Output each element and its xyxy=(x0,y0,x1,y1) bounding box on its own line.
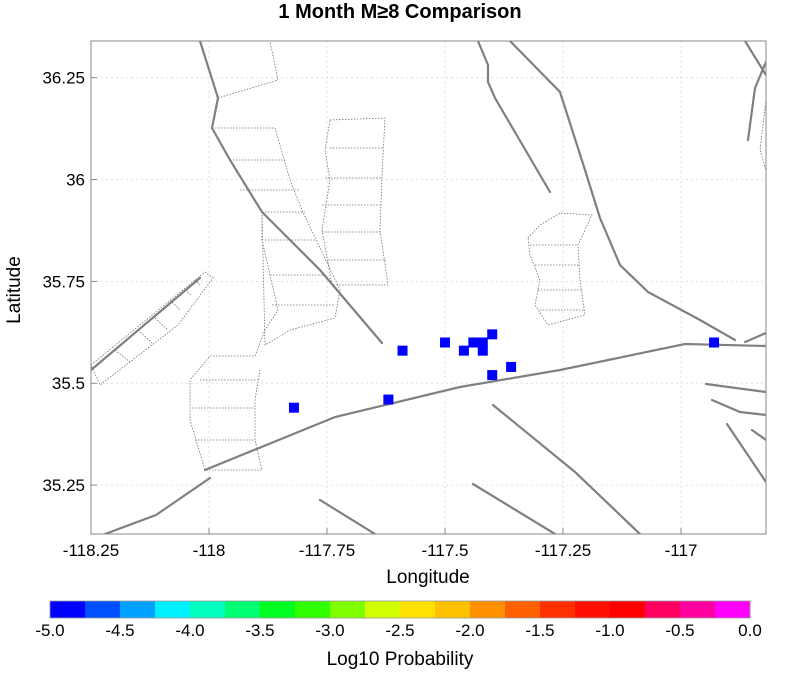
probability-marker xyxy=(440,337,451,348)
fault-line xyxy=(743,331,766,344)
fault-zone-outline xyxy=(192,379,258,441)
colorbar-segment xyxy=(260,601,296,618)
fault-line xyxy=(476,41,552,194)
probability-marker xyxy=(383,394,394,405)
fault-zone-outline xyxy=(91,271,214,386)
colorbar-tick-label: -4.0 xyxy=(175,621,204,640)
probability-marker xyxy=(487,329,498,340)
colorbar-tick-labels: -5.0 -4.5 -4.0 -3.5 -3.0 -2.5 -2.0 -1.5 -1.0 -0.5… xyxy=(35,621,761,640)
colorbar-tick-label: -3.5 xyxy=(245,621,274,640)
colorbar-label: Log10 Probability xyxy=(327,649,474,670)
colorbar-frame xyxy=(49,600,751,619)
probability-marker xyxy=(458,345,469,356)
x-tick-label: -118.25 xyxy=(63,541,119,560)
y-tick-label: 35.5 xyxy=(52,374,85,393)
colorbar-segment xyxy=(155,601,191,618)
fault-line xyxy=(198,41,384,345)
fault-line xyxy=(491,403,642,534)
fault-zone-outline xyxy=(230,159,335,306)
probability-marker xyxy=(477,337,488,348)
fault-zone-outline xyxy=(189,212,279,471)
fault-zone-outline xyxy=(200,41,279,99)
fault-line xyxy=(318,498,377,534)
colorbar-segment xyxy=(610,601,646,618)
probability-marker xyxy=(288,402,299,413)
probability-marker xyxy=(506,361,517,372)
fault-line xyxy=(203,342,766,472)
x-axis-label: Longitude xyxy=(386,567,469,588)
colorbar-segment xyxy=(575,601,611,618)
y-tick-label: 36.25 xyxy=(42,69,85,88)
colorbar-segment xyxy=(50,601,86,618)
colorbar-segment xyxy=(400,601,436,618)
colorbar-tick-label: -1.0 xyxy=(595,621,624,640)
colorbar-segment xyxy=(190,601,226,618)
fault-zone-outline xyxy=(322,147,386,261)
fault-line xyxy=(471,482,557,534)
colorbar-tick-label: -5.0 xyxy=(35,621,64,640)
fault-zone-outline xyxy=(759,99,766,171)
colorbar-segment xyxy=(715,601,751,618)
fault-layer xyxy=(91,41,766,534)
probability-markers xyxy=(288,329,720,413)
colorbar-segment xyxy=(680,601,716,618)
probability-marker xyxy=(709,337,720,348)
colorbar-tick-label: -0.5 xyxy=(665,621,694,640)
colorbar xyxy=(49,600,751,619)
x-tick-label: -117.5 xyxy=(422,541,469,560)
colorbar-segment xyxy=(540,601,576,618)
fault-zone-outline xyxy=(527,212,593,326)
fault-zone-outline xyxy=(212,127,341,346)
fault-line xyxy=(746,60,766,142)
colorbar-segment xyxy=(470,601,506,618)
fault-zone-outline xyxy=(530,244,585,311)
colorbar-segment xyxy=(295,601,331,618)
probability-marker xyxy=(477,345,488,356)
colorbar-segment xyxy=(225,601,261,618)
map-title: 1 Month M≥8 Comparison xyxy=(278,1,522,23)
y-axis-label: Latitude xyxy=(4,256,25,324)
y-tick-label: 35.75 xyxy=(42,272,85,291)
colorbar-segment xyxy=(365,601,401,618)
fault-line xyxy=(704,382,766,394)
colorbar-tick-label: -3.0 xyxy=(315,621,344,640)
grid-lines xyxy=(90,41,766,534)
colorbar-tick-label: -2.0 xyxy=(455,621,484,640)
y-tick-label: 35.25 xyxy=(42,476,85,495)
colorbar-tick-label: -1.5 xyxy=(525,621,554,640)
fault-line xyxy=(710,398,766,417)
colorbar-tick-label: -4.5 xyxy=(105,621,134,640)
x-tick-label: -117.25 xyxy=(535,541,591,560)
colorbar-segment xyxy=(505,601,541,618)
fault-zone-outline xyxy=(321,117,389,286)
probability-marker xyxy=(487,370,498,381)
y-tick-label: 36 xyxy=(66,171,85,190)
colorbar-segment xyxy=(330,601,366,618)
colorbar-segment xyxy=(85,601,121,618)
fault-zone-outline xyxy=(114,279,201,363)
plot-frame xyxy=(90,40,767,535)
fault-line xyxy=(103,476,212,534)
probability-marker xyxy=(468,337,479,348)
x-tick-label: -117.75 xyxy=(299,541,355,560)
colorbar-segment xyxy=(435,601,471,618)
colorbar-tick-label: 0.0 xyxy=(738,621,762,640)
fault-line xyxy=(508,41,737,342)
x-tick-label: -118 xyxy=(193,541,226,560)
colorbar-tick-label: -2.5 xyxy=(385,621,414,640)
fault-line xyxy=(91,276,202,372)
x-tick-label: -117 xyxy=(665,541,698,560)
probability-marker xyxy=(397,345,408,356)
y-axis-ticks: 35.25 35.5 35.75 36 36.25 xyxy=(42,69,97,495)
fault-line xyxy=(750,428,766,442)
fault-line xyxy=(725,422,766,484)
colorbar-segment xyxy=(120,601,156,618)
colorbar-segment xyxy=(645,601,681,618)
x-axis-ticks: -118.25 -118 -117.75 -117.5 -117.25 -117 xyxy=(63,528,698,560)
